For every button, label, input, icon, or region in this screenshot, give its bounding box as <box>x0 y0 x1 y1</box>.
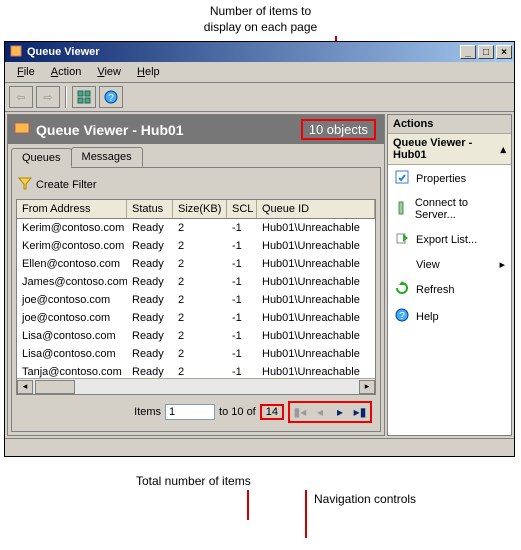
table-row[interactable]: Lisa@contoso.comReady2-1Hub01\Unreachabl… <box>17 327 375 345</box>
nav-controls: ▮◂ ◂ ▸ ▸▮ <box>288 401 372 423</box>
col-size[interactable]: Size(KB) <box>173 200 227 218</box>
svg-text:?: ? <box>108 93 114 104</box>
tab-queues[interactable]: Queues <box>11 148 72 168</box>
action-label: Connect to Server... <box>415 197 505 221</box>
tabs: Queues Messages <box>8 144 384 167</box>
server-icon <box>394 201 409 218</box>
col-from[interactable]: From Address <box>17 200 127 218</box>
scroll-right-button[interactable]: ▸ <box>359 380 375 394</box>
table-row[interactable]: Kerim@contoso.comReady2-1Hub01\Unreachab… <box>17 237 375 255</box>
help-icon: ? <box>394 308 410 325</box>
object-count: 10 objects <box>301 119 376 140</box>
scroll-left-button[interactable]: ◂ <box>17 380 33 394</box>
svg-text:?: ? <box>399 311 405 322</box>
export-icon <box>394 231 410 248</box>
action-label: Export List... <box>416 234 477 246</box>
items-label: Items <box>134 406 161 418</box>
to-label: to 10 of <box>219 406 256 418</box>
action-properties[interactable]: Properties <box>388 165 511 192</box>
refresh-icon <box>394 281 410 298</box>
nav-prev-button[interactable]: ◂ <box>313 405 327 419</box>
horizontal-scrollbar[interactable]: ◂ ▸ <box>17 378 375 394</box>
items-input[interactable] <box>165 404 215 420</box>
window: Queue Viewer _ □ × File Action View Help… <box>4 41 515 457</box>
table-row[interactable]: Tanja@contoso.comReady2-1Hub01\Unreachab… <box>17 363 375 378</box>
queue-icon <box>14 120 30 139</box>
statusbar <box>5 438 514 456</box>
nav-last-button[interactable]: ▸▮ <box>353 405 367 419</box>
table-row[interactable]: Kerim@contoso.comReady2-1Hub01\Unreachab… <box>17 219 375 237</box>
submenu-arrow-icon: ▸ <box>499 258 505 271</box>
action-label: Refresh <box>416 284 455 296</box>
action-label: Properties <box>416 173 466 185</box>
toolbar: ⇦ ⇨ ? <box>5 83 514 112</box>
pager: Items to 10 of 14 ▮◂ ◂ ▸ ▸▮ <box>16 395 376 427</box>
tab-body: Create Filter From Address Status Size(K… <box>11 167 381 432</box>
menubar: File Action View Help <box>5 62 514 83</box>
menu-action[interactable]: Action <box>43 64 90 80</box>
menu-help[interactable]: Help <box>129 64 168 80</box>
action-label: View <box>416 259 493 271</box>
action-help[interactable]: ? Help <box>388 303 511 330</box>
action-export[interactable]: Export List... <box>388 226 511 253</box>
table-row[interactable]: Lisa@contoso.comReady2-1Hub01\Unreachabl… <box>17 345 375 363</box>
table-row[interactable]: joe@contoso.comReady2-1Hub01\Unreachable <box>17 309 375 327</box>
refresh-toolbar-button[interactable] <box>72 86 96 108</box>
window-title: Queue Viewer <box>27 46 100 58</box>
action-view[interactable]: View ▸ <box>388 253 511 276</box>
action-refresh[interactable]: Refresh <box>388 276 511 303</box>
toolbar-separator <box>65 86 67 108</box>
app-icon <box>9 44 23 61</box>
scroll-thumb[interactable] <box>35 380 75 394</box>
col-status[interactable]: Status <box>127 200 173 218</box>
minimize-button[interactable]: _ <box>460 45 476 59</box>
main-panel: Queue Viewer - Hub01 10 objects Queues M… <box>7 114 385 436</box>
col-qid[interactable]: Queue ID <box>257 200 375 218</box>
nav-next-button[interactable]: ▸ <box>333 405 347 419</box>
back-button[interactable]: ⇦ <box>9 86 33 108</box>
close-button[interactable]: × <box>496 45 512 59</box>
panel-title: Queue Viewer - Hub01 <box>36 122 184 138</box>
help-toolbar-button[interactable]: ? <box>99 86 123 108</box>
action-label: Help <box>416 311 439 323</box>
create-filter-label: Create Filter <box>36 179 97 191</box>
create-filter[interactable]: Create Filter <box>16 172 376 199</box>
tab-messages[interactable]: Messages <box>71 147 143 167</box>
total-items: 14 <box>260 404 284 420</box>
callout-top: Number of items to display on each page <box>4 4 517 35</box>
collapse-icon[interactable]: ▴ <box>500 143 506 156</box>
menu-view[interactable]: View <box>89 64 129 80</box>
funnel-icon <box>18 176 32 193</box>
titlebar: Queue Viewer _ □ × <box>5 42 514 62</box>
message-table: From Address Status Size(KB) SCL Queue I… <box>16 199 376 395</box>
col-scl[interactable]: SCL <box>227 200 257 218</box>
actions-subheader: Queue Viewer - Hub01▴ <box>388 134 511 165</box>
table-row[interactable]: joe@contoso.comReady2-1Hub01\Unreachable <box>17 291 375 309</box>
actions-panel: Actions Queue Viewer - Hub01▴ Properties… <box>387 114 512 436</box>
callout-bottom: Total number of items Navigation control… <box>4 463 517 503</box>
actions-header: Actions <box>388 115 511 134</box>
panel-header: Queue Viewer - Hub01 10 objects <box>8 115 384 144</box>
nav-first-button[interactable]: ▮◂ <box>293 405 307 419</box>
maximize-button[interactable]: □ <box>478 45 494 59</box>
menu-file[interactable]: File <box>9 64 43 80</box>
properties-icon <box>394 170 410 187</box>
table-row[interactable]: James@contoso.comReady2-1Hub01\Unreachab… <box>17 273 375 291</box>
forward-button[interactable]: ⇨ <box>36 86 60 108</box>
table-row[interactable]: Ellen@contoso.comReady2-1Hub01\Unreachab… <box>17 255 375 273</box>
action-connect[interactable]: Connect to Server... <box>388 192 511 226</box>
